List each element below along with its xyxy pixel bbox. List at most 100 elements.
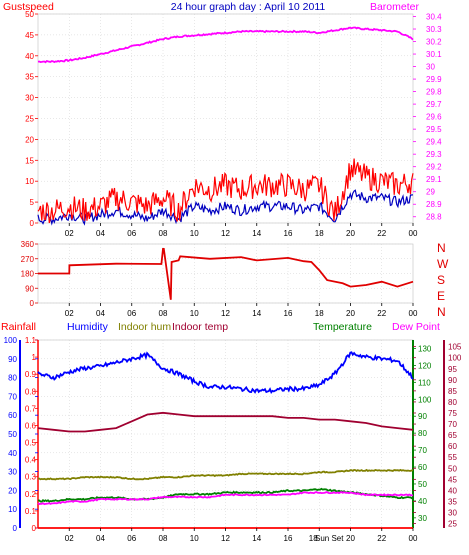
indoor-hum-label: Indoor hum <box>118 321 171 333</box>
wind-x-tick-label: 22 <box>377 229 386 238</box>
humidity-label: Humidity <box>67 321 109 333</box>
temp-x-tick-label: 00 <box>409 534 418 543</box>
wind-x-tick-label: 14 <box>252 229 261 238</box>
dewpoint-axis-tick-label: 35 <box>448 497 457 506</box>
dewpoint-axis-tick-label: 75 <box>448 409 457 418</box>
gustspeed-axis-label: Gustspeed <box>3 1 54 13</box>
rain-axis-tick-label: 0.3 <box>25 473 37 482</box>
chart-title: 24 hour graph day : April 10 2011 <box>171 1 326 13</box>
barometer-axis-tick-label: 29.4 <box>426 138 442 147</box>
temp-x-tick-label: 04 <box>96 534 105 543</box>
humidity-axis-tick-label: 0 <box>13 524 18 533</box>
gust-axis-tick-label: 40 <box>25 52 34 61</box>
direction-label-n-bottom: N <box>437 305 446 319</box>
gust-axis-tick-label: 45 <box>25 31 34 40</box>
barometer-axis-tick-label: 30.3 <box>426 25 442 34</box>
direction-line <box>38 247 414 300</box>
rain-axis-tick-label: 0.6 <box>25 421 37 430</box>
direction-x-tick-label: 16 <box>284 309 293 318</box>
dewpoint-axis-tick-label: 80 <box>448 398 457 407</box>
temperature-axis-tick-label: 90 <box>418 412 427 421</box>
direction-x-tick-label: 02 <box>65 309 74 318</box>
direction-x-tick-label: 00 <box>409 309 418 318</box>
temp-x-tick-label: 16 <box>284 534 293 543</box>
direction-label-w: W <box>437 257 449 271</box>
gust-axis-tick-label: 30 <box>25 94 34 103</box>
dewpoint-axis-tick-label: 25 <box>448 520 457 529</box>
direction-axis-tick-label: 90 <box>25 284 34 293</box>
dewpoint-axis-tick-label: 85 <box>448 387 457 396</box>
indoor-temp-label: Indoor temp <box>172 321 228 333</box>
temperature-axis-tick-label: 80 <box>418 429 427 438</box>
temp-x-tick-label: 10 <box>190 534 199 543</box>
humidity-line <box>37 351 414 395</box>
rain-axis-tick-label: 1 <box>32 353 37 362</box>
barometer-axis-tick-label: 30.4 <box>426 13 442 22</box>
humidity-axis-tick-label: 90 <box>8 355 17 364</box>
barometer-axis-tick-label: 30 <box>426 63 435 72</box>
temperature-axis-tick-label: 70 <box>418 446 427 455</box>
wind-x-tick-label: 16 <box>284 229 293 238</box>
sunset-label: Sun Set <box>315 534 344 543</box>
humidity-axis-tick-label: 100 <box>4 336 18 345</box>
gust-axis-tick-label: 0 <box>30 219 35 228</box>
temperature-axis-tick-label: 130 <box>418 344 432 353</box>
humidity-axis-tick-label: 30 <box>8 468 17 477</box>
direction-x-tick-label: 08 <box>159 309 168 318</box>
direction-axis-tick-label: 270 <box>21 255 35 264</box>
dewpoint-axis-tick-label: 70 <box>448 420 457 429</box>
temp-x-tick-label: 22 <box>377 534 386 543</box>
barometer-axis-tick-label: 29.5 <box>426 125 442 134</box>
gust-axis-tick-label: 10 <box>25 177 34 186</box>
barometer-axis-tick-label: 29.2 <box>426 163 442 172</box>
temp-x-tick-label: 12 <box>221 534 230 543</box>
wind-x-tick-label: 10 <box>190 229 199 238</box>
windspeed-line <box>37 189 414 226</box>
rain-axis-tick-label: 0.5 <box>25 439 37 448</box>
dewpoint-axis-tick-label: 55 <box>448 453 457 462</box>
temperature-axis-tick-label: 120 <box>418 361 432 370</box>
gust-axis-tick-label: 50 <box>25 10 34 19</box>
direction-x-tick-label: 10 <box>190 309 199 318</box>
direction-x-tick-label: 12 <box>221 309 230 318</box>
barometer-axis-tick-label: 30.1 <box>426 50 442 59</box>
wind-x-tick-label: 00 <box>409 229 418 238</box>
dewpoint-axis-tick-label: 50 <box>448 464 457 473</box>
dewpoint-axis-tick-label: 30 <box>448 509 457 518</box>
humidity-axis-tick-label: 80 <box>8 374 17 383</box>
rain-axis-tick-label: 0.1 <box>25 507 37 516</box>
dew-point-label: Dew Point <box>392 321 440 333</box>
gust-axis-tick-label: 15 <box>25 156 34 165</box>
gust-axis-tick-label: 25 <box>25 115 34 124</box>
temperature-axis-tick-label: 110 <box>418 378 431 387</box>
dew-point-line <box>37 491 414 506</box>
temp-x-tick-label: 14 <box>252 534 261 543</box>
direction-axis-tick-label: 180 <box>21 270 35 279</box>
humidity-axis-tick-label: 20 <box>8 486 17 495</box>
rain-axis-tick-label: 0.9 <box>25 370 37 379</box>
direction-x-tick-label: 14 <box>252 309 261 318</box>
temperature-axis-tick-label: 100 <box>418 395 432 404</box>
humidity-axis-tick-label: 50 <box>8 430 17 439</box>
rain-axis-tick-label: 0.7 <box>25 404 37 413</box>
temperature-axis-tick-label: 50 <box>418 480 427 489</box>
rain-axis-tick-label: 0.2 <box>25 490 37 499</box>
dewpoint-axis-tick-label: 65 <box>448 431 457 440</box>
gust-axis-tick-label: 20 <box>25 135 34 144</box>
dewpoint-axis-tick-label: 90 <box>448 376 457 385</box>
wind-x-tick-label: 08 <box>159 229 168 238</box>
temp-x-tick-label: 02 <box>65 534 74 543</box>
dewpoint-axis-tick-label: 40 <box>448 486 457 495</box>
humidity-axis-tick-label: 70 <box>8 392 17 401</box>
temperature-label: Temperature <box>313 321 372 333</box>
temp-x-tick-label: 08 <box>159 534 168 543</box>
direction-label-e: E <box>437 289 445 303</box>
gustspeed-line <box>37 158 414 224</box>
barometer-axis-tick-label: 30.2 <box>426 38 442 47</box>
direction-x-tick-label: 18 <box>315 309 324 318</box>
indoor-temp-line <box>37 411 414 433</box>
temp-x-tick-label: 18 <box>309 534 318 543</box>
dewpoint-axis-tick-label: 100 <box>448 354 462 363</box>
